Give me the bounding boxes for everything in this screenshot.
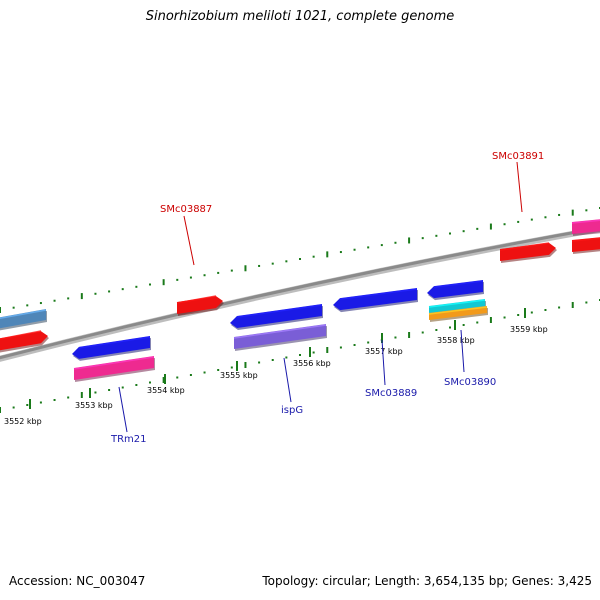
left-blue-feature <box>0 309 47 331</box>
smc03890-label: SMc03890 <box>444 377 496 388</box>
topology-text: Topology: circular; Length: 3,654,135 bp… <box>262 574 592 588</box>
smc03887-cds <box>176 295 224 316</box>
smc03890-cds-highlight <box>433 280 484 288</box>
trm21-label: TRm21 <box>110 434 147 445</box>
smc03890-leader-line <box>460 329 465 373</box>
ispg-cds <box>230 304 323 331</box>
smc03890-misc-2-highlight <box>428 306 488 315</box>
backbone-layer <box>0 225 600 362</box>
smc03890-cds-body <box>427 280 483 299</box>
tick-label-4: 3556 kbp <box>293 359 331 368</box>
tick-label-5: 3557 kbp <box>365 347 403 356</box>
smc03887-label: SMc03887 <box>160 204 212 215</box>
left-blue-feature-body <box>0 309 46 329</box>
tick-label-6: 3558 kbp <box>437 336 475 345</box>
left-red-feature-highlight <box>0 330 42 340</box>
ispg-leader-line <box>283 357 292 403</box>
trm21-gene-highlight <box>73 356 155 370</box>
map-title: Sinorhizobium meliloti 1021, complete ge… <box>145 9 455 24</box>
tick-label-1: 3553 kbp <box>75 401 113 410</box>
label-layer: 3552 kbp 3553 kbp 3554 kbp 3555 kbp 3556 kbp… <box>4 151 548 445</box>
trm21-cds-highlight <box>78 336 151 349</box>
smc03890-misc-2 <box>428 306 488 322</box>
backbone <box>0 226 600 360</box>
right-red-feature <box>571 237 600 254</box>
smc03891-cds <box>499 242 557 263</box>
ispg-cds-highlight <box>236 304 323 318</box>
right-pink-feature-highlight <box>571 219 600 224</box>
trm21-cds-body <box>72 336 150 359</box>
smc03891-label: SMc03891 <box>492 151 544 162</box>
smc03887-leader-line <box>183 215 195 266</box>
smc03889-label: SMc03889 <box>365 388 417 399</box>
trm21-gene <box>73 356 155 382</box>
smc03889-cds <box>333 288 418 313</box>
left-red-feature <box>0 330 49 353</box>
tick-label-3: 3555 kbp <box>220 371 258 380</box>
smc03889-cds-body <box>333 288 417 311</box>
feature-layer <box>0 219 600 382</box>
tick-label-0: 3552 kbp <box>4 417 42 426</box>
right-pink-feature <box>571 219 600 236</box>
right-red-feature-highlight <box>571 237 600 242</box>
smc03889-leader-line <box>381 339 386 386</box>
trm21-gene-body <box>74 356 154 380</box>
smc03887-cds-highlight <box>176 295 217 304</box>
ispg-label: ispG <box>281 405 303 416</box>
trm21-leader-line <box>118 386 128 433</box>
smc03889-cds-highlight <box>339 288 418 300</box>
smc03890-misc-1-highlight <box>428 299 486 308</box>
tick-layer <box>0 207 600 413</box>
ispg-gene <box>233 324 327 351</box>
tick-label-2: 3554 kbp <box>147 386 185 395</box>
ispg-gene-highlight <box>233 324 327 339</box>
tick-label-7: 3559 kbp <box>510 325 548 334</box>
left-blue-feature-highlight <box>0 309 47 319</box>
trm21-cds <box>72 336 151 361</box>
left-red-feature-body <box>0 331 48 351</box>
ispg-gene-body <box>234 324 326 349</box>
smc03890-cds <box>427 280 484 301</box>
accession-text: Accession: NC_003047 <box>9 574 146 588</box>
ispg-cds-body <box>230 304 322 329</box>
smc03891-cds-highlight <box>499 242 550 251</box>
smc03891-leader-line <box>516 161 523 213</box>
